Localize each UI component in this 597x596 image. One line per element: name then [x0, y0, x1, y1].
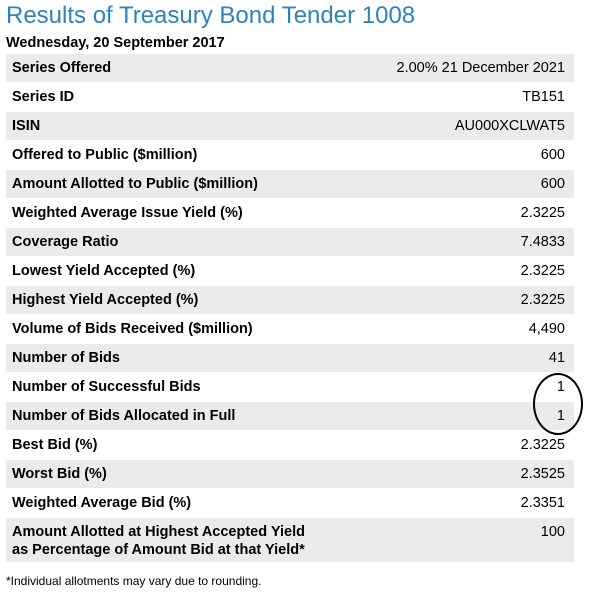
table-row: Number of Bids Allocated in Full 1	[6, 402, 574, 431]
row-value: 41	[548, 350, 565, 366]
table-row: Offered to Public ($million) 600	[6, 141, 574, 170]
table-row: Weighted Average Bid (%) 2.3351	[6, 489, 574, 518]
row-label: ISIN	[12, 118, 41, 134]
row-value: 600	[540, 176, 565, 192]
table-row: Highest Yield Accepted (%) 2.3225	[6, 286, 574, 315]
row-value: 2.3225	[520, 263, 565, 279]
highlight-circle-annotation	[533, 373, 583, 435]
row-label-line: as Percentage of Amount Bid at that Yiel…	[12, 542, 305, 558]
row-label: Coverage Ratio	[12, 234, 119, 250]
table-row: Volume of Bids Received ($million) 4,490	[6, 315, 574, 344]
row-value: AU000XCLWAT5	[454, 118, 565, 134]
table-row: Coverage Ratio 7.4833	[6, 228, 574, 257]
row-value: 2.3351	[520, 495, 565, 511]
table-row: Weighted Average Issue Yield (%) 2.3225	[6, 199, 574, 228]
row-label: Number of Bids	[12, 350, 120, 366]
row-label: Series ID	[12, 89, 75, 105]
row-label: Offered to Public ($million)	[12, 147, 198, 163]
row-value: TB151	[522, 89, 565, 105]
row-label: Amount Allotted at Highest Accepted Yiel…	[12, 523, 305, 559]
table-row: Series ID TB151	[6, 83, 574, 112]
row-value: 100	[540, 524, 565, 540]
table-row: Worst Bid (%) 2.3525	[6, 460, 574, 489]
table-row: Lowest Yield Accepted (%) 2.3225	[6, 257, 574, 286]
row-label: Best Bid (%)	[12, 437, 98, 453]
table-row: Amount Allotted at Highest Accepted Yiel…	[6, 518, 574, 563]
row-value: 2.3525	[520, 466, 565, 482]
row-label: Weighted Average Bid (%)	[12, 495, 192, 511]
table-row: Best Bid (%) 2.3225	[6, 431, 574, 460]
footnote: *Individual allotments may vary due to r…	[6, 574, 262, 588]
row-value: 2.3225	[520, 437, 565, 453]
table-row: Number of Successful Bids 1	[6, 373, 574, 402]
row-value: 2.00% 21 December 2021	[396, 60, 565, 76]
table-row: Number of Bids 41	[6, 344, 574, 373]
table-row: Amount Allotted to Public ($million) 600	[6, 170, 574, 199]
row-label: Number of Bids Allocated in Full	[12, 408, 236, 424]
row-value: 2.3225	[520, 205, 565, 221]
row-label: Number of Successful Bids	[12, 379, 201, 395]
row-label: Weighted Average Issue Yield (%)	[12, 205, 243, 221]
row-label: Worst Bid (%)	[12, 466, 107, 482]
row-label: Volume of Bids Received ($million)	[12, 321, 253, 337]
page-title: Results of Treasury Bond Tender 1008	[6, 2, 416, 29]
table-row: Series Offered 2.00% 21 December 2021	[6, 54, 574, 83]
row-value: 600	[540, 147, 565, 163]
row-value: 2.3225	[520, 292, 565, 308]
row-label-line: Amount Allotted at Highest Accepted Yiel…	[12, 524, 305, 540]
row-label: Series Offered	[12, 60, 112, 76]
row-label: Amount Allotted to Public ($million)	[12, 176, 258, 192]
table-row: ISIN AU000XCLWAT5	[6, 112, 574, 141]
tender-date: Wednesday, 20 September 2017	[6, 35, 225, 51]
row-value: 4,490	[528, 321, 565, 337]
row-label: Highest Yield Accepted (%)	[12, 292, 199, 308]
row-label: Lowest Yield Accepted (%)	[12, 263, 196, 279]
results-table: Series Offered 2.00% 21 December 2021 Se…	[6, 54, 574, 563]
row-value: 7.4833	[520, 234, 565, 250]
